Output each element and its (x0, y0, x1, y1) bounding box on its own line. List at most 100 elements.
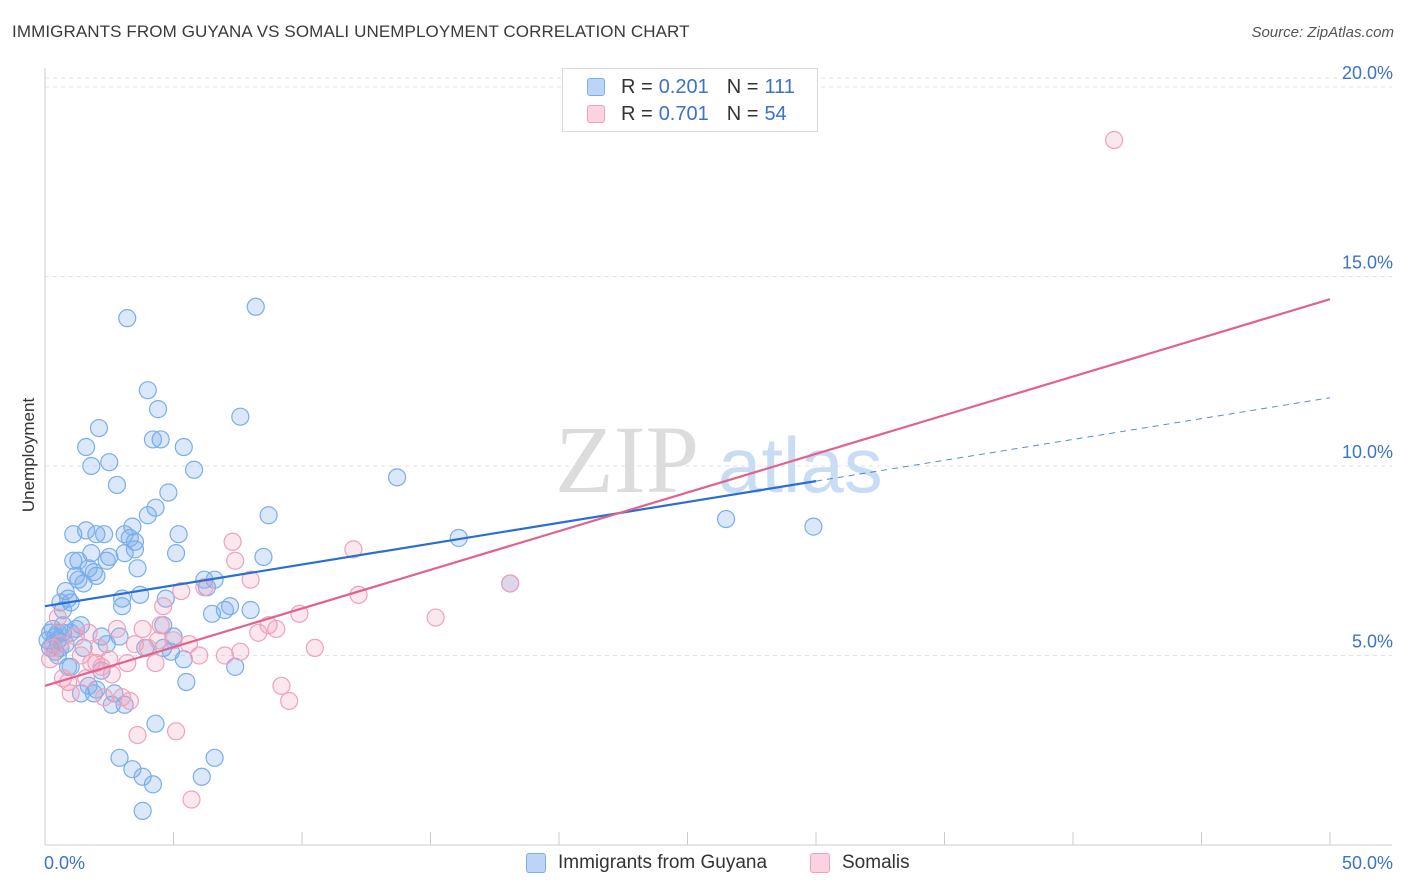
point-guyana (112, 597, 132, 616)
series-immigrants-from-guyana (38, 297, 823, 820)
axes (44, 68, 1392, 846)
n-value-guyana: 111 (764, 75, 795, 98)
point-somali (190, 646, 209, 665)
point-guyana (128, 559, 147, 578)
point-somali (1105, 130, 1124, 150)
watermark-atlas: atlas (718, 421, 883, 509)
legend-label-somalis: Somalis (842, 852, 910, 873)
tick-labels: 5.0% 10.0% 15.0% 20.0% 0.0% 50.0% (44, 63, 1393, 873)
point-guyana (110, 748, 129, 767)
point-somali (172, 581, 191, 601)
point-guyana (138, 506, 157, 525)
point-somali (223, 532, 242, 551)
point-somali (48, 608, 67, 627)
trend-lines (44, 298, 1331, 687)
somali-swatch (587, 105, 605, 123)
trend-line-somali (44, 298, 1331, 687)
point-guyana (102, 695, 121, 714)
r-label: R = (621, 75, 653, 98)
y-axis-label: Unemployment (19, 398, 38, 513)
point-guyana (89, 418, 109, 438)
point-guyana (143, 775, 163, 794)
point-guyana (71, 616, 91, 635)
point-guyana (77, 437, 96, 457)
point-somali (226, 551, 245, 570)
point-guyana (184, 460, 204, 479)
point-guyana (95, 525, 114, 544)
stats-row-somali: R = 0.701 N = 54 (587, 103, 805, 125)
point-guyana (246, 297, 265, 316)
point-somali (426, 608, 445, 627)
point-guyana (133, 767, 152, 786)
point-guyana (100, 453, 119, 472)
point-somali (61, 684, 80, 703)
point-guyana (148, 400, 168, 419)
source-credit: Source: ZipAtlas.com (1251, 24, 1394, 41)
point-somali (41, 650, 60, 669)
point-guyana (387, 468, 407, 487)
trend-line-guyana-extension (815, 397, 1331, 482)
point-guyana (716, 509, 736, 529)
point-guyana (82, 544, 101, 563)
point-somali (501, 574, 520, 593)
point-somali (95, 688, 114, 707)
x-tick-label-max: 50.0% (1342, 853, 1393, 873)
n-value-somali: 54 (764, 102, 787, 125)
y-tick-label-20: 20.0% (1342, 63, 1393, 83)
point-somali (215, 646, 234, 665)
trend-line-guyana (44, 480, 817, 608)
point-guyana (177, 672, 196, 692)
point-somali (249, 623, 268, 642)
point-somali (241, 570, 260, 589)
point-somali (195, 578, 214, 597)
point-somali (71, 646, 91, 665)
point-somali (182, 790, 201, 809)
stats-legend: R = 0.201 N = 111 R = 0.701 N = 54 (562, 68, 818, 132)
y-tick-label-15: 15.0% (1342, 252, 1393, 272)
point-somali (267, 619, 286, 639)
point-guyana (77, 521, 96, 540)
point-somali (272, 676, 291, 695)
point-somali (120, 691, 139, 711)
point-guyana (64, 551, 83, 570)
point-somali (138, 638, 157, 658)
legend-item-guyana[interactable]: Immigrants from Guyana (526, 852, 767, 874)
point-guyana (146, 714, 165, 733)
y-tick-label-5: 5.0% (1352, 631, 1393, 651)
point-guyana (205, 748, 224, 767)
legend-label-guyana: Immigrants from Guyana (558, 852, 768, 873)
guyana-swatch (587, 78, 605, 96)
point-somali (280, 691, 299, 711)
legend-swatch-guyana (526, 853, 546, 873)
point-guyana (151, 430, 170, 449)
point-somali (133, 619, 152, 639)
point-guyana (169, 525, 188, 544)
point-somali (51, 635, 70, 654)
point-guyana (220, 597, 240, 616)
point-somali (166, 722, 186, 741)
point-guyana (159, 483, 178, 502)
point-somali (148, 631, 168, 650)
point-guyana (123, 760, 142, 779)
point-guyana (192, 767, 211, 786)
point-somali (151, 616, 170, 635)
point-guyana (166, 544, 186, 563)
stats-row-guyana: R = 0.201 N = 111 (587, 76, 813, 98)
r-value-somali: 0.701 (658, 102, 709, 125)
point-guyana (231, 407, 250, 426)
r-value-guyana: 0.201 (658, 75, 709, 98)
point-guyana (254, 547, 273, 567)
point-guyana (100, 547, 119, 567)
point-guyana (138, 381, 157, 400)
legend-item-somalis[interactable]: Somalis (810, 852, 910, 874)
point-guyana (82, 456, 101, 476)
point-somali (344, 540, 363, 559)
point-somali (154, 597, 173, 616)
legend-swatch-somalis (810, 853, 830, 873)
point-guyana (123, 517, 142, 536)
point-guyana (259, 506, 278, 525)
grid-lines (45, 77, 1392, 656)
point-guyana (146, 498, 165, 517)
point-somali (107, 619, 127, 639)
